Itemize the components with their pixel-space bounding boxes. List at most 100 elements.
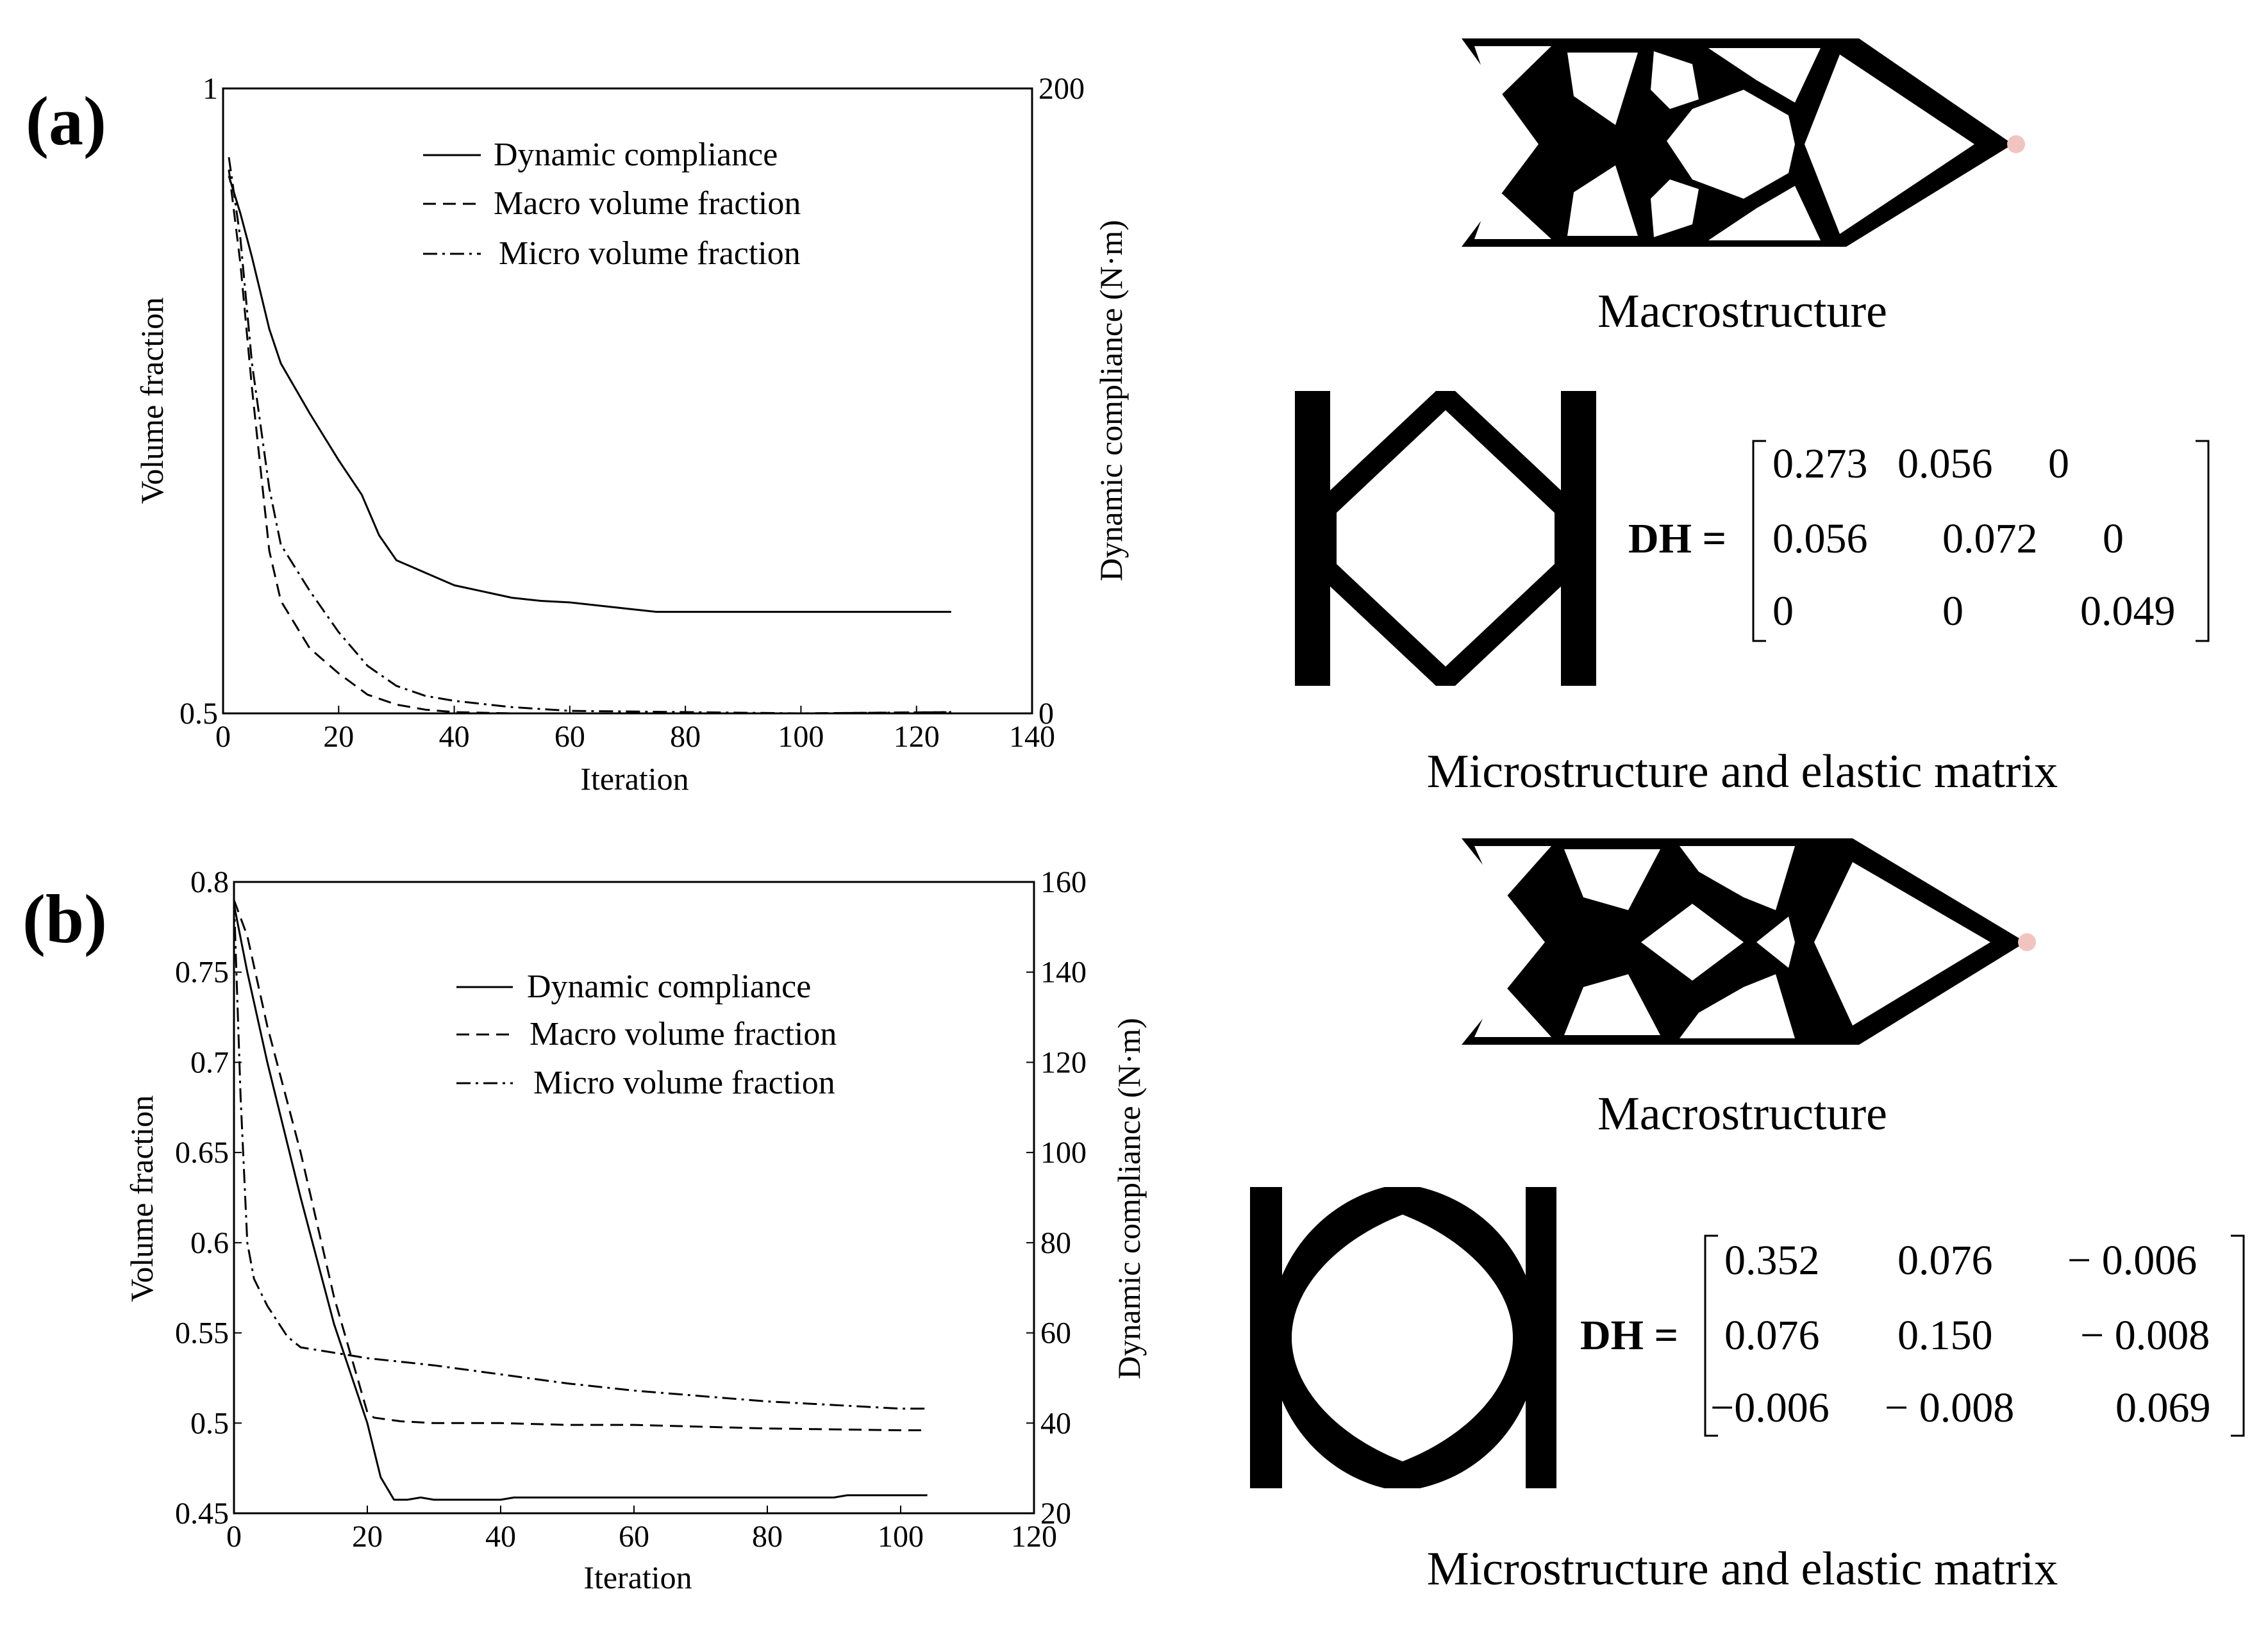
microstructure-a xyxy=(1295,391,1596,686)
macro-void-5b xyxy=(1641,904,1744,981)
y-tick-label: 0.7 xyxy=(190,1045,229,1079)
matrix-label-b: DH = xyxy=(1580,1312,1678,1359)
macro-void-9a xyxy=(1708,186,1821,240)
macro-void-1a xyxy=(1474,46,1551,103)
macro-void-10a xyxy=(1805,54,1974,234)
y-tick-label: 0.65 xyxy=(175,1136,229,1170)
matrix-cell: 0.069 xyxy=(2115,1384,2211,1431)
matrix-cell: − 0.008 xyxy=(2080,1312,2210,1359)
x-tick-label: 80 xyxy=(670,720,701,754)
matrix-cell: 0.150 xyxy=(1897,1312,1993,1359)
x-tick-label: 40 xyxy=(439,720,470,754)
macro-void-8a xyxy=(1708,48,1821,103)
series-line-macro-volume-fraction xyxy=(228,169,951,715)
macro-void-3b xyxy=(1564,849,1660,910)
matrix-cell: − 0.006 xyxy=(2067,1237,2197,1284)
y-tick-label: 0.8 xyxy=(190,865,229,899)
y-axis-label-a: Volume fraction xyxy=(134,297,170,504)
y-tick-label: 0.6 xyxy=(190,1226,229,1260)
macro-void-1b xyxy=(1474,846,1551,904)
y2-tick-label: 140 xyxy=(1040,956,1087,990)
x-tick-label: 140 xyxy=(1009,720,1055,754)
y-tick-label: 0.45 xyxy=(175,1497,229,1531)
legend-label-micro-b: Micro volume fraction xyxy=(533,1065,835,1101)
series-line-dynamic-compliance xyxy=(228,176,951,613)
y2-tick-label: 160 xyxy=(1040,865,1087,899)
series-line-micro-volume-fraction xyxy=(233,900,928,1410)
x-tick-label: 120 xyxy=(1011,1520,1057,1554)
y2-tick-label: 0 xyxy=(1038,697,1054,731)
macro-void-8b xyxy=(1756,917,1795,968)
macro-caption-a: Macrostructure xyxy=(1597,285,1887,338)
chart-b-ticks: 0 20 40 60 80 100 120 0.45 0.5 0.55 0.6 0.65 0.7 0.75… xyxy=(175,865,1087,1554)
legend-label-compliance-b: Dynamic compliance xyxy=(527,968,811,1005)
x-tick-label: 40 xyxy=(485,1520,516,1554)
macro-void-9b xyxy=(1814,862,1990,1026)
micro-caption-b: Microstructure and elastic matrix xyxy=(1427,1543,2058,1595)
matrix-cell: 0.273 xyxy=(1772,440,1868,487)
y2-tick-label: 40 xyxy=(1040,1406,1071,1440)
series-line-macro-volume-fraction xyxy=(233,899,928,1431)
chart-a: 0 20 40 60 80 100 120 140 0.5 1 0 200 Iteration Vol… xyxy=(134,72,1129,797)
micro-void-bot-r-b xyxy=(1420,1400,1526,1488)
x-tick-label: 20 xyxy=(352,1520,383,1554)
y-tick-label: 0.55 xyxy=(175,1317,229,1350)
matrix-cell: 0.076 xyxy=(1897,1237,1993,1284)
micro-void-top-b xyxy=(1282,1187,1385,1275)
micro-void-center-a xyxy=(1337,410,1555,667)
macro-void-6b xyxy=(1680,846,1795,910)
micro-void-bot-a xyxy=(1330,586,1436,686)
legend-label-macro-b: Macro volume fraction xyxy=(529,1016,837,1052)
macro-void-6a xyxy=(1651,179,1699,237)
matrix-bracket-left-a xyxy=(1752,440,1766,642)
matrix-bracket-right-b xyxy=(2231,1234,2245,1437)
chart-a-ticks: 0 20 40 60 80 100 120 140 0.5 1 0 200 xyxy=(179,72,1085,754)
x-tick-label: 60 xyxy=(554,720,585,754)
macro-void-7a xyxy=(1667,90,1795,199)
matrix-bracket-left-b xyxy=(1704,1234,1718,1437)
y2-tick-label: 20 xyxy=(1040,1497,1071,1531)
macro-void-4a xyxy=(1567,165,1638,236)
matrix-cell: 0.056 xyxy=(1897,440,1993,487)
chart-b: 0 20 40 60 80 100 120 0.45 0.5 0.55 0.6 0.65 0.7 0.75… xyxy=(124,865,1147,1595)
micro-void-top-r-a xyxy=(1455,391,1561,490)
macro-void-2a xyxy=(1474,186,1551,239)
macro-caption-b: Macrostructure xyxy=(1597,1088,1887,1140)
x-tick-label: 100 xyxy=(878,1520,924,1554)
x-tick-label: 60 xyxy=(619,1520,649,1554)
panel-label-a: (a) xyxy=(26,83,106,160)
matrix-cell: 0.076 xyxy=(1724,1312,1820,1359)
matrix-bracket-right-a xyxy=(2196,440,2210,642)
micro-caption-a: Microstructure and elastic matrix xyxy=(1427,745,2058,798)
macrostructure-b xyxy=(1462,838,2036,1045)
x-tick-label: 0 xyxy=(215,720,231,754)
series-line-micro-volume-fraction xyxy=(228,157,951,715)
legend-label-micro-a: Micro volume fraction xyxy=(499,235,801,272)
matrix-cell: 0 xyxy=(2048,440,2069,487)
y-tick-label: 0.5 xyxy=(190,1406,229,1440)
micro-void-bot-b xyxy=(1282,1400,1385,1488)
chart-b-series xyxy=(233,899,928,1501)
matrix-cell: 0.049 xyxy=(2080,588,2176,635)
macro-void-3a xyxy=(1567,53,1638,125)
macro-void-2b xyxy=(1474,981,1551,1037)
y-tick-label: 0.5 xyxy=(179,697,218,731)
panel-label-b: (b) xyxy=(22,881,107,958)
y2-axis-label-a: Dynamic compliance (N·m) xyxy=(1093,220,1129,581)
y2-tick-label: 60 xyxy=(1040,1317,1071,1350)
micro-void-bot-r-a xyxy=(1455,586,1561,686)
matrix-cell: 0 xyxy=(2103,515,2124,562)
matrix-label-a: DH = xyxy=(1628,515,1726,562)
micro-void-center-b xyxy=(1292,1215,1513,1461)
microstructure-b xyxy=(1250,1187,1556,1488)
matrix-cell: 0.072 xyxy=(1942,515,2038,562)
matrix-cell: 0 xyxy=(1772,588,1794,635)
y2-tick-label: 120 xyxy=(1040,1045,1087,1079)
x-axis-label-a: Iteration xyxy=(580,761,688,797)
chart-a-series xyxy=(228,157,951,715)
macro-void-5a xyxy=(1651,51,1699,109)
legend-b: Dynamic compliance Macro volume fraction… xyxy=(456,968,837,1101)
matrix-cell: 0.056 xyxy=(1772,515,1868,562)
elastic-matrix-b: DH = 0.352 0.076 − 0.006 0.076 0.150 − 0… xyxy=(1580,1234,2245,1437)
